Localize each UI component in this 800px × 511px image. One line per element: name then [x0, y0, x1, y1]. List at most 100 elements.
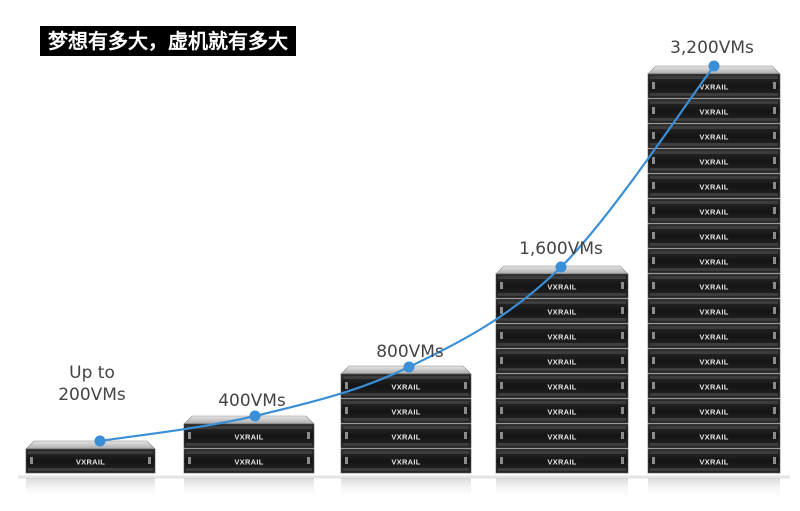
vxrail-logo: VXRAIL [699, 408, 728, 417]
server-unit: VXRAIL [495, 323, 629, 349]
server-vent [650, 201, 778, 204]
vxrail-logo: VXRAIL [391, 458, 420, 467]
vm-label-text: 400VMs [218, 391, 286, 411]
vxrail-logo: VXRAIL [699, 208, 728, 217]
server-unit: VXRAIL [495, 348, 629, 374]
server-handle-right [773, 432, 776, 439]
server-vent [650, 368, 778, 371]
vxrail-logo: VXRAIL [699, 458, 728, 467]
vxrail-logo: VXRAIL [699, 333, 728, 342]
server-handle-right [773, 182, 776, 189]
data-point [555, 261, 567, 273]
vxrail-logo: VXRAIL [699, 433, 728, 442]
server-vent [650, 151, 778, 154]
server-handle-left [500, 457, 503, 464]
server-unit: VXRAIL [647, 323, 781, 349]
server-stack: VXRAIL VXRAIL VXRAIL VXRAIL [340, 365, 472, 500]
server-vent [343, 393, 469, 396]
server-vent [650, 101, 778, 104]
server-handle-right [307, 432, 310, 439]
server-unit: VXRAIL [647, 98, 781, 124]
server-unit: VXRAIL [647, 298, 781, 324]
server-vent [498, 326, 626, 329]
server-handle-right [307, 457, 310, 464]
server-vent [498, 451, 626, 454]
server-vent [650, 218, 778, 221]
vxrail-logo: VXRAIL [391, 433, 420, 442]
server-handle-left [500, 332, 503, 339]
vxrail-logo: VXRAIL [547, 283, 576, 292]
server-stack: VXRAIL VXRAIL [183, 415, 315, 500]
server-vent [650, 401, 778, 404]
server-vent [498, 468, 626, 471]
server-vent [343, 376, 469, 379]
server-vent [650, 251, 778, 254]
server-lid [25, 440, 156, 450]
server-vent [343, 426, 469, 429]
server-vent [650, 301, 778, 304]
server-vent [343, 401, 469, 404]
server-handle-left [652, 257, 655, 264]
vxrail-logo: VXRAIL [699, 108, 728, 117]
server-stack: VXRAIL VXRAIL VXRAIL VXRAIL VXRAIL VXRAIL VXRA… [495, 265, 629, 500]
server-handle-left [345, 407, 348, 414]
server-unit: VXRAIL [495, 273, 629, 299]
vxrail-logo: VXRAIL [699, 383, 728, 392]
server-unit: VXRAIL [183, 448, 315, 474]
server-handle-left [652, 332, 655, 339]
vxrail-logo: VXRAIL [76, 458, 105, 467]
server-vent [28, 468, 153, 471]
server-handle-right [773, 357, 776, 364]
server-vent [650, 226, 778, 229]
server-handle-left [652, 457, 655, 464]
server-vent [498, 368, 626, 371]
vxrail-logo: VXRAIL [391, 408, 420, 417]
server-unit: VXRAIL [647, 248, 781, 274]
server-vent [498, 301, 626, 304]
vxrail-logo: VXRAIL [547, 358, 576, 367]
stack-reflection [184, 478, 314, 500]
vm-label-text: 800VMs [376, 342, 444, 362]
vxrail-logo: VXRAIL [699, 283, 728, 292]
vxrail-logo: VXRAIL [547, 408, 576, 417]
server-vent [498, 343, 626, 346]
server-unit: VXRAIL [340, 398, 472, 424]
server-handle-right [773, 282, 776, 289]
server-vent [343, 468, 469, 471]
server-vent [650, 451, 778, 454]
server-handle-left [652, 357, 655, 364]
server-handle-right [621, 357, 624, 364]
server-handle-left [652, 82, 655, 89]
vm-label: 800VMs [376, 342, 444, 362]
server-handle-left [652, 182, 655, 189]
vxrail-logo: VXRAIL [234, 433, 263, 442]
server-vent [343, 443, 469, 446]
server-handle-left [652, 432, 655, 439]
server-handle-right [621, 332, 624, 339]
server-vent [343, 451, 469, 454]
server-handle-right [464, 407, 467, 414]
vm-label-text: 3,200VMs [670, 38, 754, 58]
vxrail-logo: VXRAIL [699, 233, 728, 242]
server-handle-left [345, 457, 348, 464]
vxrail-logo: VXRAIL [699, 158, 728, 167]
server-handle-left [500, 357, 503, 364]
server-stack: VXRAIL [25, 440, 156, 500]
data-point [94, 435, 106, 447]
server-handle-left [652, 307, 655, 314]
vm-label: 1,600VMs [519, 239, 603, 259]
vxrail-logo: VXRAIL [234, 458, 263, 467]
server-handle-left [345, 382, 348, 389]
server-vent [186, 468, 312, 471]
server-unit: VXRAIL [647, 348, 781, 374]
server-vent [650, 143, 778, 146]
data-point [403, 361, 415, 373]
server-vent [650, 326, 778, 329]
server-vent [498, 351, 626, 354]
server-vent [650, 376, 778, 379]
server-handle-right [621, 307, 624, 314]
data-point [249, 410, 261, 422]
server-vent [186, 443, 312, 446]
server-vent [650, 318, 778, 321]
